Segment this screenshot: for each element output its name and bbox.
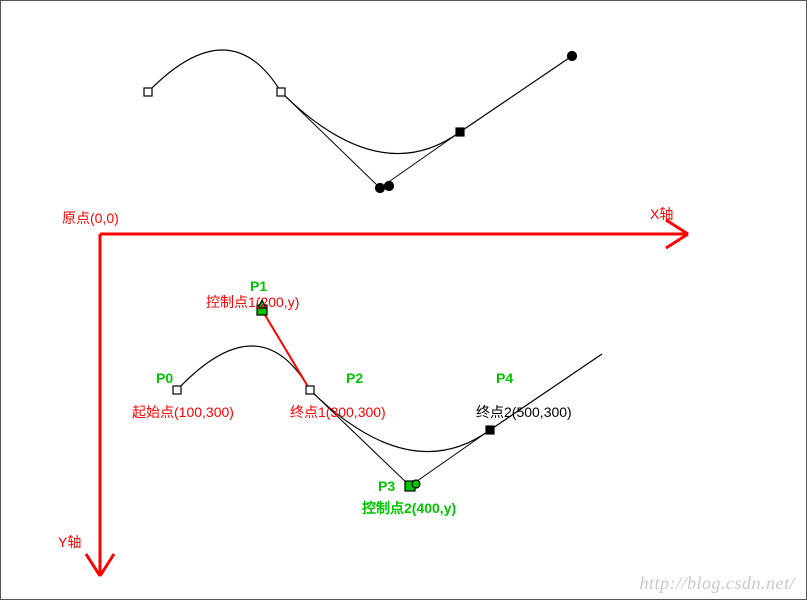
label-p1: P1	[250, 278, 267, 295]
label-end-point-1: 终点1(300,300)	[290, 404, 386, 421]
label-x-axis: X轴	[650, 206, 673, 223]
label-control-point-2: 控制点2(400,y)	[362, 500, 456, 517]
label-p0: P0	[156, 370, 173, 387]
lower-figure	[173, 300, 602, 491]
upper-figure	[144, 50, 577, 193]
label-start-point: 起始点(100,300)	[132, 404, 234, 421]
label-p2: P2	[346, 370, 363, 387]
label-end-point-2: 终点2(500,300)	[476, 404, 572, 421]
axes	[86, 220, 688, 576]
label-y-axis: Y轴	[58, 534, 81, 551]
label-origin: 原点(0,0)	[62, 210, 119, 227]
label-p4: P4	[496, 370, 513, 387]
label-p3: P3	[378, 478, 395, 495]
watermark: http://blog.csdn.net/	[640, 573, 795, 594]
label-control-point-1: 控制点1(200,y)	[206, 294, 299, 311]
point-p3	[405, 480, 420, 491]
